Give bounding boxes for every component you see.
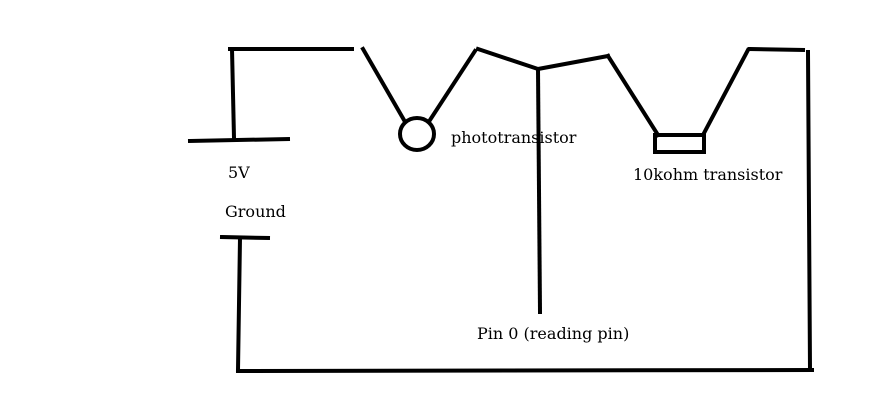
right-vertical-wire: [805, 49, 813, 373]
phototransistor-label: phototransistor: [451, 128, 577, 147]
ground-vertical-wire: [235, 235, 243, 373]
resistor-right-lead: [700, 47, 751, 138]
supply-label: 5V: [228, 163, 250, 182]
junction-left-wire: [475, 46, 541, 72]
supply-vertical-wire: [229, 46, 237, 141]
phototransistor-left-lead: [360, 46, 407, 123]
battery-plate-ground: [219, 234, 271, 241]
ground-label: Ground: [225, 202, 286, 221]
resistor-symbol: [653, 133, 706, 154]
resistor-label: 10kohm transistor: [633, 165, 783, 184]
reading-pin-label: Pin 0 (reading pin): [477, 324, 629, 343]
bottom-rail-wire: [235, 367, 815, 374]
junction-right-wire: [535, 53, 611, 72]
right-top-wire: [747, 46, 806, 53]
phototransistor-right-lead: [427, 48, 478, 123]
battery-plate-positive: [187, 136, 291, 144]
resistor-left-lead: [605, 53, 661, 138]
phototransistor-symbol: [398, 116, 436, 152]
reading-pin-wire: [535, 66, 543, 315]
